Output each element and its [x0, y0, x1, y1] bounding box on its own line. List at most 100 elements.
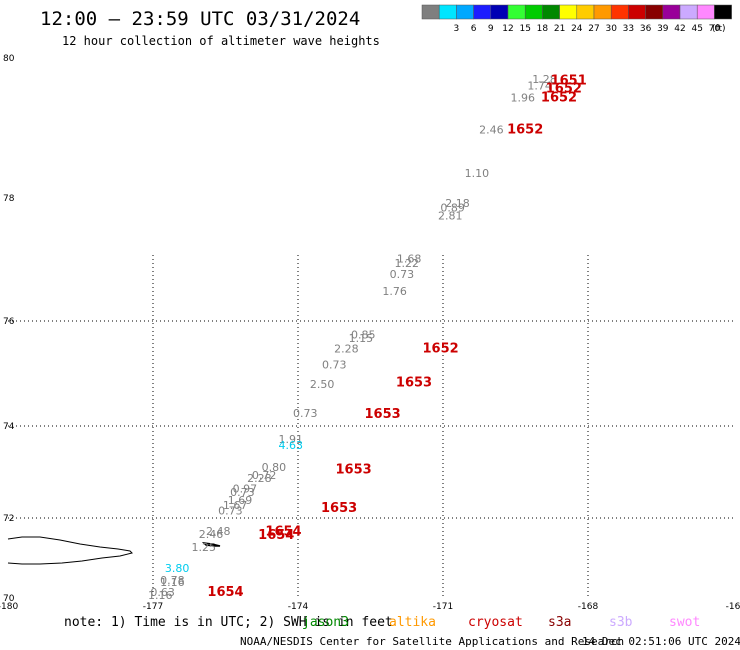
wave-height-value: 1.74 — [527, 80, 552, 93]
wave-height-value: 3.80 — [165, 562, 190, 575]
wave-height-value: 0.78 — [160, 574, 185, 587]
satellite-legend-s3a: s3a — [548, 615, 571, 630]
colorbar-bin — [628, 4, 646, 20]
latitude-tick-label: 74 — [3, 422, 15, 432]
colorbar-tick-label: 70 — [709, 24, 721, 34]
footer-note: note: 1) Time is in UTC; 2) SWH is in fe… — [64, 615, 393, 630]
colorbar-tick-label: 9 — [488, 24, 494, 34]
wave-height-value: 1.15 — [349, 332, 374, 345]
wave-height-value: 4.63 — [279, 439, 304, 452]
colorbar-unit: (ft) — [712, 24, 726, 34]
wave-height-observations: 1.281.741.96 2.46 1.10 2.180.892.81 1.681.22… — [148, 73, 557, 602]
colorbar-bin — [490, 4, 509, 20]
colorbar-tick-label: 27 — [588, 24, 599, 34]
map-subtitle: 12 hour collection of altimeter wave hei… — [62, 34, 380, 48]
pass-time-label: 1652 — [541, 90, 577, 105]
wave-height-value: 1.22 — [395, 257, 420, 270]
colorbar-bin — [456, 4, 474, 20]
satellite-legend-cryosat: cryosat — [468, 615, 523, 630]
latitude-tick-label: 80 — [3, 54, 15, 64]
pass-time-label: 1654 — [207, 585, 243, 600]
pass-time-label: 1654 — [258, 528, 294, 543]
longitude-tick-label: -177 — [143, 602, 163, 612]
colorbar-tick-label: 6 — [471, 24, 477, 34]
footer-credit: NOAA/NESDIS Center for Satellite Applica… — [240, 635, 624, 648]
colorbar-bin — [679, 4, 698, 20]
latitude-tick-labels: 70 72 74 76 78 80 — [3, 54, 15, 604]
wave-height-value: 2.28 — [334, 343, 359, 356]
wave-height-value: 1.28 — [532, 73, 557, 86]
satellite-legend-s3b: s3b — [609, 615, 633, 630]
pass-time-label: 1654 — [265, 525, 301, 540]
wave-height-value: 1.91 — [279, 433, 304, 446]
colorbar-bin — [438, 4, 457, 20]
latitude-tick-label: 72 — [3, 514, 14, 524]
colorbar-tick-label: 18 — [537, 24, 549, 34]
wave-height-value: 0.73 — [293, 407, 318, 420]
latitude-tick-label: 70 — [3, 594, 15, 604]
colorbar-bin — [421, 4, 440, 20]
colorbar-bin — [593, 4, 612, 20]
longitude-tick-label: -16 — [726, 602, 740, 612]
wave-height-value: 1.96 — [511, 91, 536, 104]
colorbar-bin — [696, 4, 715, 20]
colorbar-legend: 3 6 9 12 15 18 21 24 27 30 33 36 39 42 45 70 — [421, 4, 732, 34]
colorbar-tick-label: 24 — [571, 24, 583, 34]
colorbar-tick-label: 15 — [519, 24, 530, 34]
wave-height-value: 1.67 — [223, 499, 248, 512]
wave-height-value: 2.46 — [479, 124, 504, 137]
colorbar-bin — [542, 4, 560, 20]
wave-height-value: 1.76 — [382, 285, 407, 298]
colorbar-tick-label: 33 — [623, 24, 634, 34]
wave-height-value: 0.97 — [233, 483, 258, 496]
colorbar-tick-label: 39 — [657, 24, 669, 34]
wave-height-value: 0.73 — [218, 504, 243, 517]
wave-height-value: 2.50 — [310, 378, 335, 391]
longitude-tick-labels: -180 -177 -174 -171 -168 -16 — [0, 602, 740, 612]
wave-height-value: 0.85 — [351, 328, 376, 341]
satellite-pass-times: 1651165216521652165216531653165316531654… — [207, 74, 586, 600]
wave-height-value: 0.73 — [230, 486, 255, 499]
longitude-tick-label: -168 — [578, 602, 599, 612]
wave-height-value: 1.69 — [228, 494, 253, 507]
wave-height-value: 0.89 — [440, 202, 465, 215]
wave-height-value: 2.46 — [199, 528, 224, 541]
satellite-legend-altika: altika — [389, 615, 436, 630]
wave-height-value: 1.16 — [160, 576, 185, 589]
pass-time-label: 1653 — [321, 501, 357, 516]
colorbar-tick-label: 3 — [454, 24, 460, 34]
pass-time-label: 1652 — [546, 81, 582, 96]
wave-height-value: 2.81 — [438, 210, 463, 223]
colorbar-tick-label: 12 — [502, 24, 513, 34]
wave-height-value: 1.68 — [397, 253, 422, 266]
pass-time-label: 1653 — [396, 376, 432, 391]
satellite-legend-jason3: jason3 — [302, 615, 349, 630]
colorbar-bin — [473, 4, 492, 20]
wave-height-value: 2.48 — [206, 525, 231, 538]
lat-lon-grid — [8, 255, 733, 598]
colorbar-bin — [576, 4, 595, 20]
map-title: 12:00 – 23:59 UTC 03/31/2024 — [40, 8, 360, 30]
latitude-tick-label: 78 — [3, 194, 15, 204]
satellite-legend: jason3 altika cryosat s3a s3b swot — [302, 615, 700, 630]
pass-time-label: 1651 — [551, 74, 587, 89]
pass-time-label: 1653 — [335, 462, 371, 477]
longitude-tick-label: -180 — [0, 602, 18, 612]
wrangel-island-coastline — [7, 536, 133, 565]
wave-height-value: 2.18 — [445, 197, 470, 210]
colorbar-tick-label: 21 — [554, 24, 565, 34]
wave-height-value: 1.10 — [465, 167, 490, 180]
footer-generated: 14 Dec 02:51:06 UTC 2024 — [582, 635, 740, 648]
colorbar-tick-label: 42 — [674, 24, 685, 34]
colorbar-bin — [645, 4, 664, 20]
pass-time-label: 1653 — [364, 407, 400, 422]
colorbar-tick-label: 36 — [640, 24, 652, 34]
colorbar-bin — [714, 4, 732, 20]
wave-height-value: 1.25 — [192, 541, 217, 554]
colorbar-bin — [662, 4, 681, 20]
colorbar-tick-label: 30 — [605, 24, 617, 34]
satellite-legend-swot: swot — [669, 615, 700, 630]
wave-height-value: 1.16 — [148, 589, 173, 602]
colorbar-tick-label: 45 — [691, 24, 702, 34]
